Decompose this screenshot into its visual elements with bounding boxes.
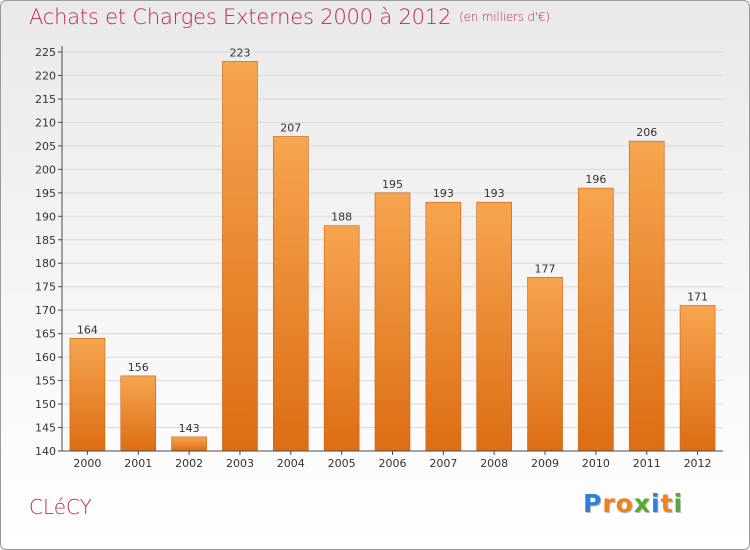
y-tick-label: 140 <box>35 445 56 458</box>
y-tick-label: 195 <box>35 187 56 200</box>
y-tick-label: 210 <box>35 116 56 129</box>
logo-letter: x <box>633 489 651 518</box>
axes: 1401451501551601651701751801851901952002… <box>35 46 723 470</box>
logo-letter: o <box>615 489 634 518</box>
y-tick-label: 170 <box>35 304 56 317</box>
y-tick-label: 175 <box>35 281 56 294</box>
bar-2002 <box>171 436 207 452</box>
logo-letter: r <box>602 489 616 518</box>
value-label: 177 <box>535 262 556 275</box>
value-label: 195 <box>382 178 403 191</box>
x-tick-label: 2007 <box>429 457 457 470</box>
value-label: 206 <box>636 126 657 139</box>
x-tick-label: 2006 <box>379 457 407 470</box>
bar-2006 <box>374 192 411 452</box>
bar-2000 <box>69 338 106 452</box>
x-tick-label: 2009 <box>531 457 559 470</box>
value-label: 193 <box>433 187 454 200</box>
y-tick-label: 200 <box>35 163 56 176</box>
bar-2003 <box>222 61 258 452</box>
y-tick-label: 180 <box>35 257 56 270</box>
bar-2005 <box>323 225 360 452</box>
x-tick-label: 2012 <box>684 457 712 470</box>
y-tick-label: 185 <box>35 234 56 247</box>
x-tick-label: 2004 <box>277 457 305 470</box>
y-tick-label: 220 <box>35 69 56 82</box>
bar-2004 <box>273 136 309 452</box>
logo-letter: P <box>583 489 603 518</box>
value-label: 188 <box>331 211 352 224</box>
x-tick-label: 2005 <box>328 457 356 470</box>
bar-2012 <box>679 305 716 452</box>
y-tick-label: 205 <box>35 140 56 153</box>
bar-2011 <box>628 140 665 452</box>
x-tick-label: 2011 <box>633 457 661 470</box>
y-tick-label: 190 <box>35 210 56 223</box>
value-label: 193 <box>484 187 505 200</box>
bar-2001 <box>120 375 157 452</box>
value-label: 207 <box>280 121 301 134</box>
value-label: 156 <box>128 361 149 374</box>
x-tick-label: 2008 <box>480 457 508 470</box>
bar-2007 <box>425 201 462 452</box>
value-label: 171 <box>687 290 708 303</box>
chart-title: Achats et Charges Externes 2000 à 2012 (e… <box>29 5 550 29</box>
proxiti-logo: Proxiti <box>583 489 683 518</box>
y-tick-label: 150 <box>35 398 56 411</box>
bar-2010 <box>578 187 614 452</box>
logo-letter: i <box>673 489 684 518</box>
town-name: CLéCY <box>29 495 92 519</box>
y-tick-label: 155 <box>35 375 56 388</box>
y-tick-label: 225 <box>35 46 56 59</box>
y-tick-label: 215 <box>35 93 56 106</box>
chart-unit: (en milliers d'€) <box>459 10 550 24</box>
bar-2009 <box>527 277 563 452</box>
x-tick-label: 2002 <box>175 457 203 470</box>
bar-2008 <box>476 201 512 452</box>
value-label: 223 <box>229 46 250 59</box>
bars: 164 156 143 223 207 188 195 193 193 177 196 206 171 <box>69 46 716 452</box>
value-label: 196 <box>585 173 606 186</box>
y-tick-label: 160 <box>35 351 56 364</box>
logo-letter: i <box>651 489 661 518</box>
y-tick-label: 145 <box>35 422 56 435</box>
chart-title-text: Achats et Charges Externes 2000 à 2012 <box>29 5 452 29</box>
x-tick-label: 2000 <box>73 457 101 470</box>
logo-letter: t <box>660 489 674 518</box>
value-label: 143 <box>179 422 200 435</box>
x-tick-label: 2003 <box>226 457 254 470</box>
x-tick-label: 2010 <box>582 457 610 470</box>
value-label: 164 <box>77 323 98 336</box>
y-tick-label: 165 <box>35 328 56 341</box>
x-tick-label: 2001 <box>124 457 152 470</box>
